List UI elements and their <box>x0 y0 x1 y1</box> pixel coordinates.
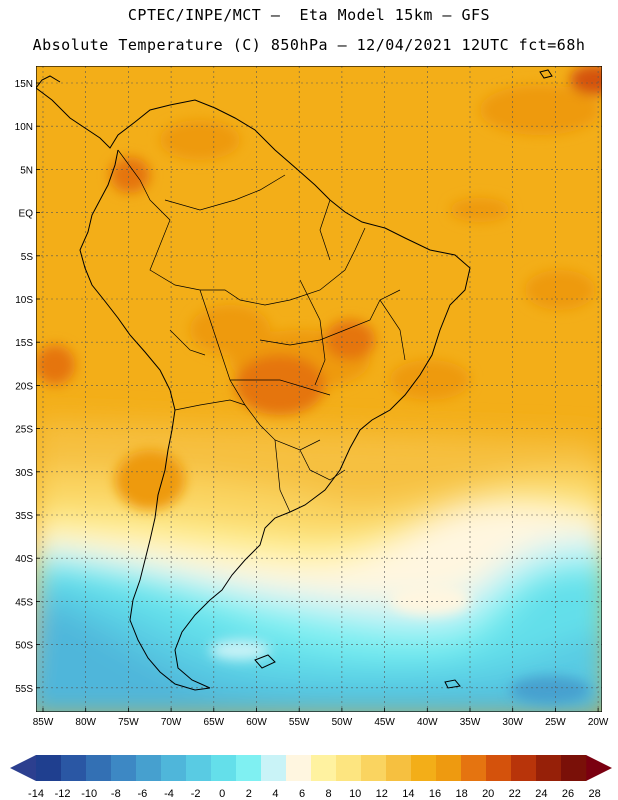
colorbar-cell <box>461 755 487 781</box>
colorbar-cell <box>511 755 537 781</box>
colorbar-label: -8 <box>111 788 121 800</box>
colorbar-label: -10 <box>81 788 97 800</box>
lat-label: 10N <box>15 122 33 133</box>
lon-label: 80W <box>75 717 96 728</box>
colorbar-cell <box>61 755 87 781</box>
colorbar-cell <box>136 755 162 781</box>
colorbar-cell <box>211 755 237 781</box>
colorbar-label: 10 <box>349 788 361 800</box>
lon-label: 35W <box>460 717 481 728</box>
colorbar-label: 8 <box>326 788 332 800</box>
colorbar-label: 2 <box>246 788 252 800</box>
lat-label: 55S <box>15 684 33 695</box>
colorbar-label: 18 <box>455 788 467 800</box>
temperature-field <box>36 66 602 712</box>
colorbar-cell <box>436 755 462 781</box>
colorbar-cell <box>236 755 262 781</box>
colorbar-cell <box>161 755 187 781</box>
lat-label: 45S <box>15 597 33 608</box>
colorbar-label: 12 <box>376 788 388 800</box>
colorbar-cell <box>361 755 387 781</box>
colorbar-min-arrow <box>10 755 36 781</box>
lat-label: 40S <box>15 554 33 565</box>
colorbar-label: 0 <box>219 788 225 800</box>
lat-label: EQ <box>19 209 34 220</box>
colorbar-label: 28 <box>588 788 600 800</box>
title-line-1: CPTEC/INPE/MCT – Eta Model 15km – GFS <box>127 6 491 24</box>
colorbar-cell <box>536 755 562 781</box>
colorbar-cell <box>311 755 337 781</box>
colorbar-cell <box>36 755 62 781</box>
lon-label: 60W <box>246 717 267 728</box>
colorbar-cell <box>186 755 212 781</box>
colorbar-label: 26 <box>562 788 574 800</box>
colorbar-label: 14 <box>402 788 414 800</box>
colorbar-cell <box>111 755 137 781</box>
lon-label: 65W <box>204 717 225 728</box>
colorbar-cell <box>411 755 437 781</box>
country-borders <box>117 149 406 513</box>
title-line-2: Absolute Temperature (C) 850hPa – 12/04/… <box>32 36 586 54</box>
colorbar-label: -14 <box>28 788 44 800</box>
colorbar-cell <box>336 755 362 781</box>
colorbar-label: 4 <box>272 788 278 800</box>
colorbar-cell <box>261 755 287 781</box>
coastlines <box>36 69 553 691</box>
lat-label: 5S <box>21 252 34 263</box>
colorbar-label: 24 <box>535 788 547 800</box>
lat-label: 25S <box>15 425 33 436</box>
lat-label: 10S <box>15 295 33 306</box>
colorbar-label: -4 <box>164 788 174 800</box>
lon-label: 25W <box>545 717 566 728</box>
lat-label: 35S <box>15 511 33 522</box>
lat-label: 15N <box>15 79 33 90</box>
colorbar-label: 20 <box>482 788 494 800</box>
colorbar-cell <box>486 755 512 781</box>
lat-label: 15S <box>15 338 33 349</box>
lon-label: 75W <box>118 717 139 728</box>
lat-label: 30S <box>15 468 33 479</box>
colorbar-label: 16 <box>429 788 441 800</box>
lon-label: 40W <box>417 717 438 728</box>
lon-label: 30W <box>502 717 523 728</box>
colorbar-label: 6 <box>299 788 305 800</box>
lon-label: 20W <box>588 717 609 728</box>
lat-label: 50S <box>15 641 33 652</box>
longitude-labels: 85W 80W 75W 70W 65W 60W 55W 50W 45W 40W 35W 30W 25W 2… <box>33 708 609 728</box>
temperature-map: 15N 10N 5N EQ 5S 10S 15S 20S 25S 30S 35S 40S 45S 50S 5… <box>15 66 609 728</box>
lon-label: 85W <box>33 717 54 728</box>
lon-label: 55W <box>289 717 310 728</box>
latitude-labels: 15N 10N 5N EQ 5S 10S 15S 20S 25S 30S 35S 40S 45S 50S 5… <box>15 79 40 695</box>
colorbar-cell <box>386 755 412 781</box>
colorbar-label: -2 <box>191 788 201 800</box>
colorbar-cell <box>86 755 112 781</box>
lon-label: 50W <box>332 717 353 728</box>
lon-label: 45W <box>374 717 395 728</box>
lat-label: 5N <box>20 165 33 176</box>
colorbar-cell <box>286 755 312 781</box>
graticule <box>36 66 602 712</box>
colorbar-cell <box>561 755 587 781</box>
lat-label: 20S <box>15 381 33 392</box>
colorbar-max-arrow <box>586 755 612 781</box>
colorbar: -14 -12 -10 -8 -6 -4 -2 0 2 4 6 8 10 12 14 16 18 20 22 24 26… <box>10 755 612 800</box>
colorbar-label: -6 <box>138 788 148 800</box>
lon-label: 70W <box>161 717 182 728</box>
colorbar-label: 22 <box>509 788 521 800</box>
colorbar-label: -12 <box>55 788 71 800</box>
